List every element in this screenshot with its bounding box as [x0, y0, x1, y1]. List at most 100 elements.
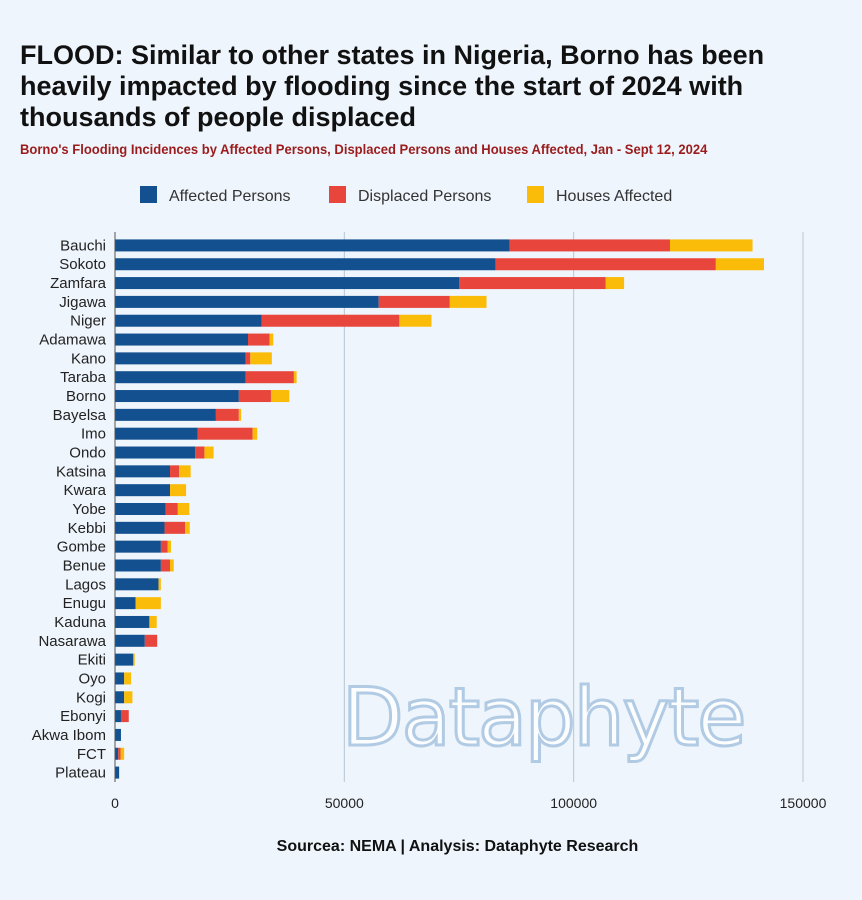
category-label: Lagos	[65, 576, 106, 593]
category-label: Kogi	[76, 689, 106, 706]
legend-label: Displaced Persons	[358, 188, 491, 205]
bar-houses-affected	[135, 597, 161, 610]
bar-houses-affected	[605, 277, 625, 290]
bar-displaced-persons	[238, 390, 271, 403]
category-label: Sokoto	[59, 256, 106, 273]
bar-houses-affected	[252, 427, 258, 440]
bar-houses-affected	[170, 484, 187, 497]
bar-displaced-persons	[144, 634, 158, 647]
bar-displaced-persons	[261, 314, 400, 327]
x-tick-label: 0	[111, 795, 119, 811]
bar-affected-persons	[115, 446, 196, 459]
bar-affected-persons	[115, 239, 510, 252]
category-labels: Bauchi Sokoto Zamfara Jigawa Niger AdamawaKan…	[32, 237, 107, 781]
bar-affected-persons	[115, 578, 159, 591]
legend-swatch	[140, 186, 157, 203]
bar-affected-persons	[115, 747, 119, 760]
bar-houses-affected	[204, 446, 214, 459]
legend: Affected Persons Displaced Persons Houses …	[140, 186, 672, 205]
bar-affected-persons	[115, 484, 171, 497]
bar-houses-affected	[270, 390, 290, 403]
category-label: Plateau	[55, 765, 106, 782]
category-label: Bayelsa	[53, 407, 107, 424]
bar-displaced-persons	[165, 503, 178, 515]
category-label: Yobe	[72, 501, 106, 518]
bar-displaced-persons	[245, 371, 294, 384]
legend-label: Houses Affected	[556, 188, 672, 205]
legend-label: Affected Persons	[169, 188, 291, 205]
bar-affected-persons	[115, 427, 198, 440]
x-tick-label: 150000	[780, 795, 827, 811]
chart-area: Affected Persons Displaced Persons Houses …	[32, 186, 827, 811]
bar-displaced-persons	[164, 521, 186, 534]
bar-houses-affected	[167, 540, 171, 553]
bar-houses-affected	[179, 465, 191, 478]
bar-houses-affected	[124, 691, 133, 704]
bar-houses-affected	[293, 371, 297, 384]
bar-houses-affected	[149, 615, 157, 628]
category-label: Ekiti	[78, 652, 106, 669]
category-label: Enugu	[63, 595, 106, 612]
category-label: Kaduna	[54, 614, 106, 631]
bar-displaced-persons	[245, 352, 251, 365]
bar-houses-affected	[250, 352, 272, 365]
bar-houses-affected	[170, 559, 174, 572]
category-label: Ebonyi	[60, 708, 106, 725]
bar-displaced-persons	[160, 559, 171, 572]
category-label: Zamfara	[50, 275, 107, 292]
bar-affected-persons	[115, 672, 125, 685]
bar-houses-affected	[399, 314, 432, 327]
bar-displaced-persons	[120, 710, 129, 723]
bar-displaced-persons	[195, 446, 205, 459]
bar-displaced-persons	[495, 258, 716, 271]
category-label: Imo	[81, 426, 106, 443]
bar-houses-affected	[449, 295, 487, 308]
bar-affected-persons	[115, 258, 496, 271]
bar-affected-persons	[115, 691, 125, 704]
x-axis: 0 50000 100000 150000	[111, 232, 827, 811]
bar-affected-persons	[115, 465, 171, 478]
bar-affected-persons	[115, 597, 136, 610]
bar-affected-persons	[115, 352, 246, 365]
page-subtitle: Borno's Flooding Incidences by Affected …	[20, 141, 708, 157]
bar-displaced-persons	[160, 540, 168, 553]
category-label: Niger	[70, 313, 106, 330]
category-label: Kano	[71, 350, 106, 367]
bar-affected-persons	[115, 634, 145, 647]
legend-swatch	[527, 186, 544, 203]
bar-affected-persons	[115, 559, 161, 572]
category-label: Kwara	[63, 482, 106, 499]
category-label: Jigawa	[59, 294, 106, 311]
bar-houses-affected	[269, 333, 274, 346]
bar-affected-persons	[115, 371, 246, 384]
bar-displaced-persons	[197, 427, 253, 440]
page-title: FLOOD: Similar to other states in Nigeri…	[20, 40, 765, 132]
category-label: Taraba	[60, 369, 107, 386]
bar-series	[115, 239, 765, 779]
bar-affected-persons	[115, 710, 121, 723]
category-label: Kebbi	[68, 520, 106, 537]
bar-affected-persons	[115, 521, 165, 534]
bar-affected-persons	[115, 333, 249, 346]
category-label: Akwa Ibom	[32, 727, 106, 744]
bar-houses-affected	[124, 672, 132, 685]
bar-houses-affected	[669, 239, 753, 252]
x-tick-label: 100000	[550, 795, 597, 811]
x-tick-label: 50000	[325, 795, 364, 811]
bar-displaced-persons	[378, 295, 450, 308]
category-label: Nasarawa	[38, 633, 106, 650]
bar-affected-persons	[115, 728, 121, 741]
bar-affected-persons	[115, 503, 166, 515]
bar-houses-affected	[158, 578, 161, 591]
bar-displaced-persons	[118, 747, 121, 760]
category-label: Katsina	[56, 463, 107, 480]
category-label: Borno	[66, 388, 106, 405]
watermark-logo: Dataphyte	[342, 671, 744, 764]
bar-houses-affected	[133, 653, 135, 666]
bar-affected-persons	[115, 390, 239, 403]
bar-houses-affected	[238, 408, 242, 421]
bar-houses-affected	[120, 747, 125, 760]
bar-houses-affected	[185, 521, 190, 534]
bar-affected-persons	[115, 277, 459, 290]
category-label: Ondo	[69, 445, 106, 462]
